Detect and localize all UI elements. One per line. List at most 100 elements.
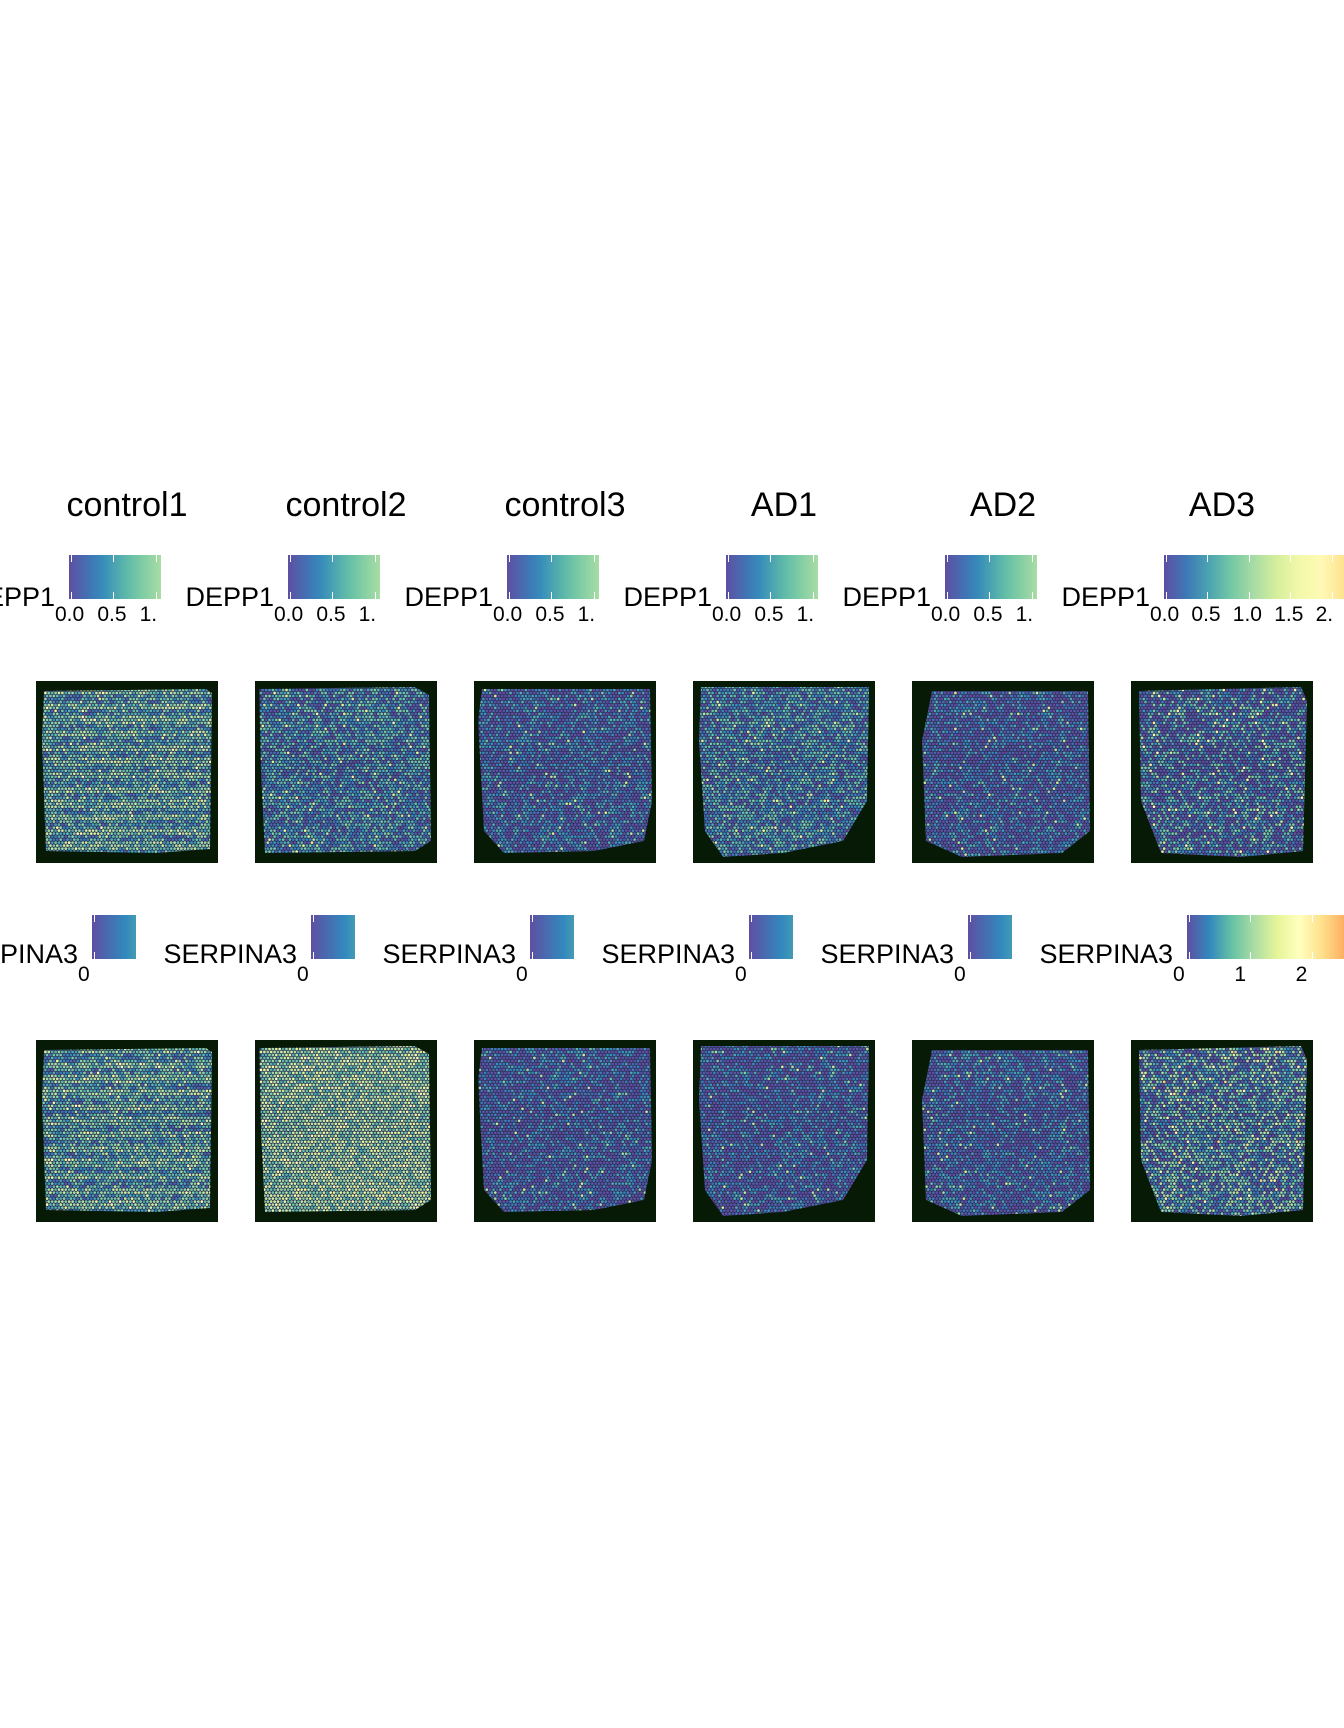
expression-spot: [70, 796, 73, 799]
expression-spot: [66, 778, 69, 781]
expression-spot: [292, 784, 295, 787]
expression-spot: [143, 686, 146, 689]
expression-spot: [190, 805, 193, 808]
expression-spot: [117, 760, 120, 763]
expression-spot: [121, 820, 124, 823]
expression-spot: [319, 689, 322, 692]
expression-spot: [212, 695, 215, 698]
expression-spot: [73, 850, 76, 853]
expression-spot: [418, 725, 421, 728]
expression-spot: [367, 701, 370, 704]
expression-spot: [115, 728, 118, 731]
expression-spot: [110, 713, 113, 716]
expression-spot: [278, 713, 281, 716]
expression-spot: [121, 731, 124, 734]
expression-spot: [189, 844, 192, 847]
expression-spot: [54, 787, 57, 790]
expression-spot: [428, 754, 431, 757]
expression-spot: [396, 728, 399, 731]
expression-spot: [151, 695, 154, 698]
expression-spot: [146, 716, 149, 719]
expression-spot: [182, 766, 185, 769]
expression-spot: [51, 811, 54, 814]
expression-spot: [328, 716, 331, 719]
expression-spot: [365, 722, 368, 725]
expression-spot: [212, 748, 215, 751]
expression-spot: [166, 817, 169, 820]
expression-spot: [336, 713, 339, 716]
expression-spot: [392, 722, 395, 725]
expression-spot: [309, 784, 312, 787]
expression-spot: [41, 853, 44, 856]
expression-spot: [402, 692, 405, 695]
expression-spot: [411, 760, 414, 763]
expression-spot: [41, 722, 44, 725]
expression-spot: [404, 778, 407, 781]
expression-spot: [195, 731, 198, 734]
expression-spot: [56, 796, 59, 799]
expression-spot: [156, 751, 159, 754]
expression-spot: [112, 853, 115, 856]
expression-spot: [90, 689, 93, 692]
expression-spot: [66, 838, 69, 841]
expression-spot: [104, 778, 107, 781]
expression-spot: [119, 793, 122, 796]
expression-spot: [78, 817, 81, 820]
expression-spot: [382, 698, 385, 701]
expression-spot: [121, 796, 124, 799]
expression-spot: [153, 757, 156, 760]
expression-spot: [397, 742, 400, 745]
expression-spot: [202, 713, 205, 716]
expression-spot: [389, 692, 392, 695]
expression-spot: [187, 787, 190, 790]
expression-spot: [119, 751, 122, 754]
expression-spot: [387, 796, 390, 799]
expression-spot: [306, 778, 309, 781]
expression-spot: [377, 689, 380, 692]
expression-spot: [85, 698, 88, 701]
expression-spot: [292, 731, 295, 734]
expression-spot: [165, 778, 168, 781]
expression-spot: [273, 793, 276, 796]
expression-spot: [268, 725, 271, 728]
expression-spot: [143, 716, 146, 719]
expression-spot: [151, 856, 154, 859]
expression-spot: [190, 811, 193, 814]
expression-spot: [375, 793, 378, 796]
expression-spot: [206, 808, 209, 811]
expression-spot: [85, 829, 88, 832]
expression-spot: [202, 772, 205, 775]
expression-spot: [155, 742, 158, 745]
expression-spot: [265, 802, 268, 805]
expression-spot: [153, 823, 156, 826]
expression-spot: [64, 698, 67, 701]
expression-spot: [380, 748, 383, 751]
expression-spot: [268, 689, 271, 692]
expression-spot: [307, 686, 310, 689]
expression-spot: [87, 832, 90, 835]
expression-spot: [64, 686, 67, 689]
expression-spot: [307, 740, 310, 743]
expression-spot: [287, 710, 290, 713]
expression-spot: [409, 763, 412, 766]
expression-spot: [127, 790, 130, 793]
expression-spot: [64, 740, 67, 743]
expression-spot: [319, 760, 322, 763]
expression-spot: [317, 757, 320, 760]
expression-spot: [41, 710, 44, 713]
expression-spot: [385, 698, 388, 701]
expression-spot: [170, 710, 173, 713]
expression-spot: [294, 769, 297, 772]
expression-spot: [195, 784, 198, 787]
expression-spot: [260, 745, 263, 748]
expression-spot: [70, 850, 73, 853]
expression-spot: [117, 778, 120, 781]
expression-spot: [49, 826, 52, 829]
expression-spot: [83, 826, 86, 829]
expression-spot: [173, 710, 176, 713]
expression-spot: [340, 725, 343, 728]
expression-spot: [80, 796, 83, 799]
expression-spot: [261, 772, 264, 775]
expression-spot: [124, 838, 127, 841]
expression-spot: [127, 731, 130, 734]
